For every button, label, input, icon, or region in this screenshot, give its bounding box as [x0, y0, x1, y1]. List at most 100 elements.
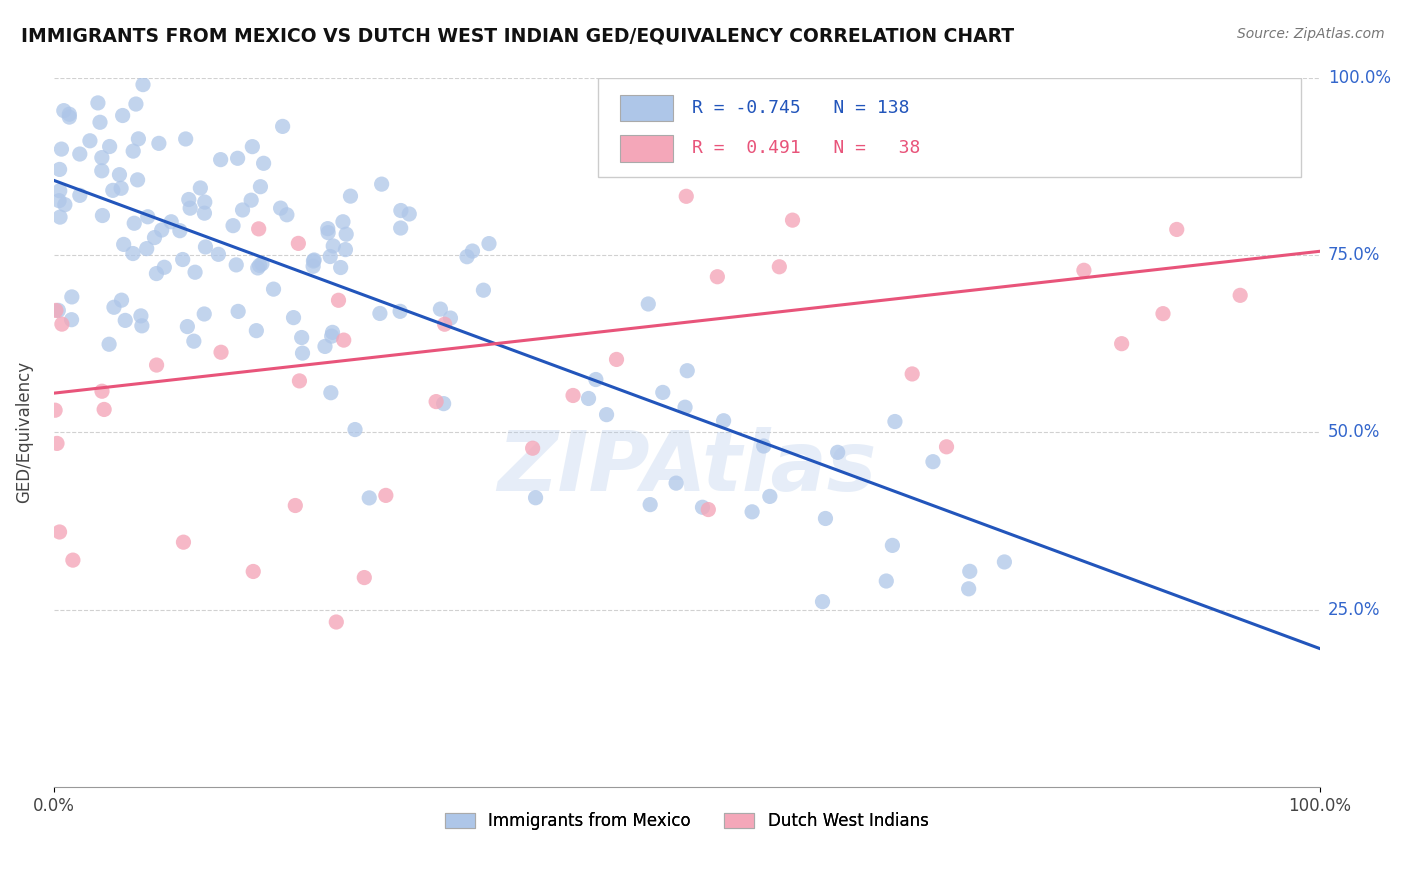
- Point: [250, 257, 273, 271]
- Point: [706, 269, 728, 284]
- Point: [112, 237, 135, 252]
- Point: [242, 565, 264, 579]
- Point: [69, 188, 91, 202]
- Point: [321, 326, 343, 340]
- Text: 25.0%: 25.0%: [1329, 600, 1381, 618]
- Text: R = -0.745   N = 138: R = -0.745 N = 138: [692, 99, 910, 117]
- Y-axis label: GED/Equivalency: GED/Equivalency: [15, 361, 32, 503]
- Point: [62, 553, 84, 567]
- Point: [291, 330, 314, 344]
- Point: [89, 115, 111, 129]
- Point: [814, 511, 837, 525]
- Point: [183, 334, 205, 348]
- Point: [127, 132, 149, 146]
- Point: [110, 181, 132, 195]
- Point: [578, 392, 600, 406]
- Point: [101, 183, 124, 197]
- Point: [692, 500, 714, 515]
- Point: [174, 132, 197, 146]
- Point: [53, 197, 76, 211]
- Point: [48, 184, 70, 198]
- Point: [741, 505, 763, 519]
- Point: [827, 445, 849, 459]
- Text: Source: ZipAtlas.com: Source: ZipAtlas.com: [1237, 27, 1385, 41]
- Point: [245, 324, 267, 338]
- Point: [651, 385, 673, 400]
- Point: [605, 352, 627, 367]
- Text: R =  0.491   N =   38: R = 0.491 N = 38: [692, 139, 920, 158]
- Point: [319, 250, 342, 264]
- Point: [135, 242, 157, 256]
- Point: [132, 78, 155, 92]
- Point: [478, 236, 501, 251]
- Point: [145, 358, 167, 372]
- Point: [111, 108, 134, 122]
- Point: [271, 120, 294, 134]
- Point: [122, 216, 145, 230]
- Point: [935, 440, 957, 454]
- Point: [676, 364, 699, 378]
- Point: [46, 436, 69, 450]
- Text: ZIPAtlas: ZIPAtlas: [498, 427, 876, 508]
- Point: [585, 372, 607, 386]
- Point: [283, 310, 305, 325]
- Point: [240, 193, 263, 207]
- Point: [160, 215, 183, 229]
- Point: [222, 219, 245, 233]
- Point: [398, 207, 420, 221]
- Point: [207, 247, 229, 261]
- Point: [370, 177, 392, 191]
- Point: [58, 107, 80, 121]
- Point: [1073, 263, 1095, 277]
- Point: [322, 239, 344, 253]
- Point: [993, 555, 1015, 569]
- Point: [875, 574, 897, 588]
- Point: [108, 168, 131, 182]
- Point: [429, 302, 451, 317]
- Point: [759, 490, 782, 504]
- Point: [321, 329, 343, 343]
- Point: [194, 195, 217, 210]
- Point: [51, 142, 73, 156]
- Point: [595, 408, 617, 422]
- Point: [93, 402, 115, 417]
- Point: [882, 538, 904, 552]
- Point: [319, 385, 342, 400]
- Text: 75.0%: 75.0%: [1329, 246, 1381, 264]
- Point: [389, 203, 412, 218]
- Point: [190, 181, 212, 195]
- Point: [90, 151, 112, 165]
- Point: [287, 236, 309, 251]
- Point: [697, 502, 720, 516]
- Point: [922, 455, 945, 469]
- Point: [811, 594, 834, 608]
- Point: [51, 317, 73, 331]
- Point: [136, 210, 159, 224]
- Point: [957, 582, 980, 596]
- Point: [456, 250, 478, 264]
- Point: [263, 282, 285, 296]
- Point: [901, 367, 924, 381]
- FancyBboxPatch shape: [598, 78, 1301, 177]
- Point: [675, 189, 697, 203]
- Point: [143, 230, 166, 244]
- Point: [335, 243, 357, 257]
- Point: [524, 491, 547, 505]
- Point: [52, 103, 75, 118]
- Point: [176, 319, 198, 334]
- Point: [302, 252, 325, 267]
- Point: [288, 374, 311, 388]
- Point: [713, 414, 735, 428]
- Point: [433, 397, 456, 411]
- Point: [374, 488, 396, 502]
- Point: [98, 139, 121, 153]
- Point: [328, 293, 350, 308]
- Point: [194, 240, 217, 254]
- Point: [110, 293, 132, 308]
- Point: [959, 565, 981, 579]
- Point: [129, 309, 152, 323]
- Legend: Immigrants from Mexico, Dutch West Indians: Immigrants from Mexico, Dutch West India…: [437, 804, 936, 838]
- Point: [562, 388, 585, 402]
- Point: [226, 304, 249, 318]
- Point: [145, 267, 167, 281]
